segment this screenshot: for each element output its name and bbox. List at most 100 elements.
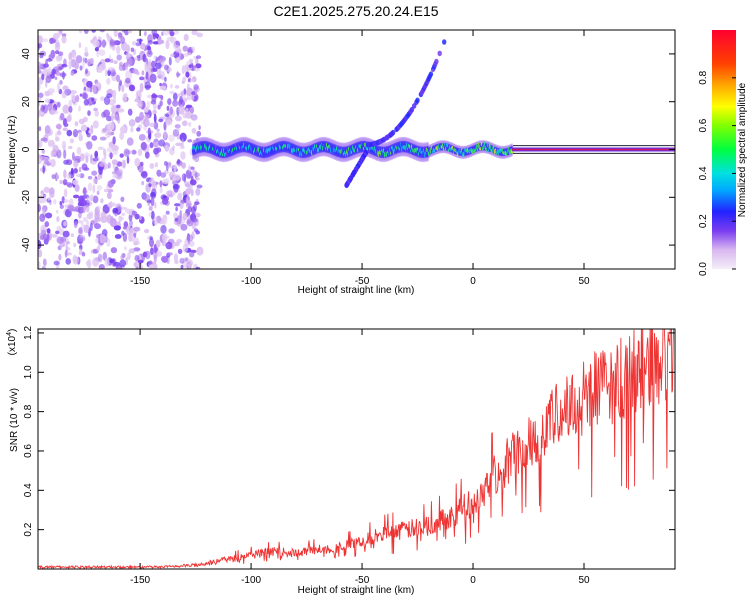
noise-blob (174, 85, 180, 89)
noise-blob (120, 36, 125, 45)
noise-blob (133, 226, 141, 232)
y-tick-label: 0.2 (23, 522, 34, 536)
noise-blob (98, 264, 105, 269)
noise-blob (159, 100, 163, 107)
noise-blob (171, 37, 177, 43)
noise-blob (92, 184, 96, 194)
noise-blob (136, 202, 142, 209)
noise-blob (168, 56, 172, 66)
noise-blob (186, 259, 194, 267)
noise-blob (163, 130, 167, 140)
noise-blob (74, 184, 80, 192)
noise-blob (43, 186, 50, 193)
noise-blob (128, 84, 135, 92)
y-tick-label: 40 (21, 48, 32, 60)
noise-blob (73, 220, 78, 228)
noise-blob (136, 103, 143, 107)
noise-blob (38, 261, 41, 269)
noise-blob (61, 196, 65, 204)
noise-blob (155, 239, 161, 248)
snr-frame (37, 328, 676, 570)
noise-blob (152, 180, 157, 188)
noise-blob (150, 191, 156, 198)
noise-blob (63, 221, 68, 227)
noise-blob (152, 32, 156, 40)
noise-blob (110, 247, 118, 254)
noise-blob (62, 179, 68, 186)
noise-blob (176, 71, 180, 78)
noise-blob (172, 241, 180, 247)
noise-blob (180, 223, 188, 231)
noise-blob (185, 111, 193, 119)
snr-multiplier-base: (x10 (7, 335, 18, 355)
noise-blob (47, 103, 53, 111)
noise-blob (111, 159, 118, 166)
noise-blob (168, 171, 176, 178)
noise-blob (174, 217, 179, 222)
noise-blob (193, 172, 201, 177)
noise-blob (86, 132, 91, 138)
noise-blob (94, 47, 99, 52)
noise-blob (103, 208, 110, 213)
noise-blob (189, 166, 195, 170)
noise-blob (108, 201, 112, 210)
noise-blob (87, 175, 93, 180)
noise-blob (72, 152, 75, 161)
noise-blob (108, 152, 114, 159)
noise-blob (173, 253, 179, 263)
noise-blob (99, 234, 106, 244)
noise-blob (89, 222, 93, 232)
noise-blob (57, 101, 61, 108)
noise-blob (165, 119, 172, 126)
noise-blob (134, 98, 140, 103)
noise-blob (124, 246, 127, 251)
noise-blob (107, 191, 112, 200)
noise-blob (172, 92, 178, 101)
noise-blob (153, 147, 159, 155)
noise-blob (158, 139, 166, 147)
noise-blob (149, 142, 154, 149)
noise-blob (78, 195, 85, 204)
noise-blob (154, 247, 159, 252)
noise-blob (55, 230, 60, 235)
noise-blob (146, 100, 151, 109)
noise-blob (147, 77, 151, 84)
noise-blob (168, 228, 175, 234)
noise-blob (114, 234, 122, 239)
noise-blob (75, 55, 83, 64)
noise-blob (195, 266, 201, 269)
noise-blob (63, 199, 69, 203)
noise-blob (85, 205, 90, 213)
noise-blob (49, 91, 53, 96)
noise-blob (154, 202, 157, 209)
noise-blob (67, 204, 75, 211)
noise-blob (85, 260, 91, 266)
noise-blob (65, 208, 72, 218)
noise-blob (49, 193, 55, 199)
noise-blob (136, 71, 140, 76)
noise-blob (150, 197, 155, 207)
noise-blob (62, 118, 67, 127)
noise-blob (52, 145, 59, 153)
branch-blob (390, 129, 396, 136)
noise-blob (130, 47, 135, 53)
noise-blob (160, 70, 165, 81)
noise-blob (91, 170, 98, 176)
noise-blob (175, 56, 181, 62)
noise-blob (135, 116, 141, 123)
noise-blob (56, 130, 62, 136)
noise-blob (92, 195, 99, 204)
noise-blob (120, 196, 125, 202)
noise-blob (126, 57, 133, 67)
noise-blob (149, 238, 154, 248)
noise-blob (113, 30, 118, 38)
spectrogram-plot: -150 -100 -50 0 50 -40 -20 0 20 40 Height of str… (7, 29, 676, 296)
noise-blob (59, 179, 63, 185)
noise-blob (49, 73, 56, 79)
noise-blob (39, 213, 46, 222)
noise-blob (66, 241, 71, 245)
noise-blob (139, 111, 144, 121)
colorbar: 0.0 0.2 0.4 0.6 0.8 Normalized spectral ampl… (698, 30, 748, 276)
noise-blob (86, 141, 93, 150)
noise-blob (133, 247, 141, 252)
